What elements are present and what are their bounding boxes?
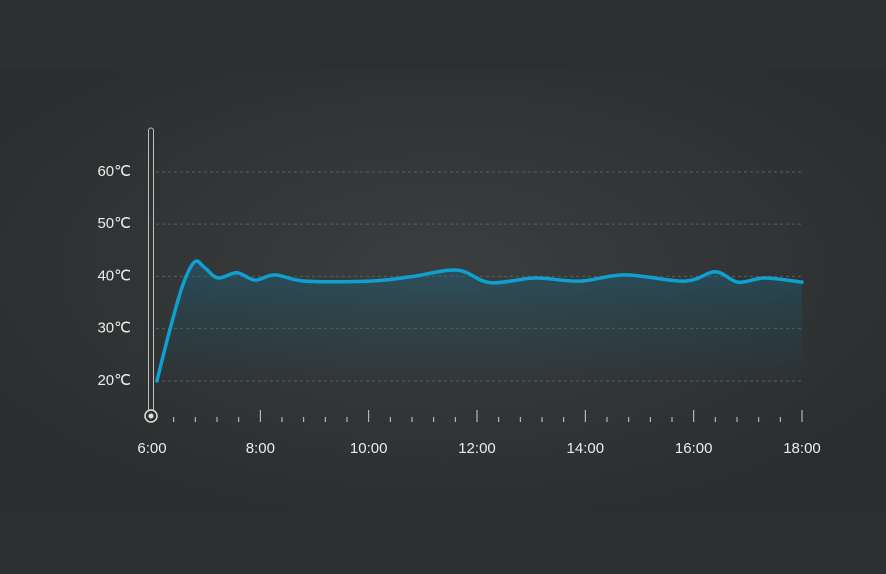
y-tick-label: 40℃ (97, 267, 131, 284)
y-tick-label: 20℃ (97, 372, 131, 389)
y-tick-label: 60℃ (97, 163, 131, 180)
y-tick-label: 50℃ (97, 215, 131, 232)
line (155, 259, 804, 383)
x-tick-label: 6:00 (137, 440, 166, 457)
axis-origin-dot (148, 413, 154, 419)
area (156, 261, 802, 381)
y-tick-label: 30℃ (97, 320, 131, 337)
x-tick-label: 16:00 (675, 440, 713, 457)
x-tick-label: 14:00 (567, 440, 605, 457)
x-tick-label: 18:00 (783, 440, 821, 457)
x-tick-label: 10:00 (350, 440, 388, 457)
x-tick-label: 12:00 (458, 440, 496, 457)
x-tick-label: 8:00 (246, 440, 275, 457)
